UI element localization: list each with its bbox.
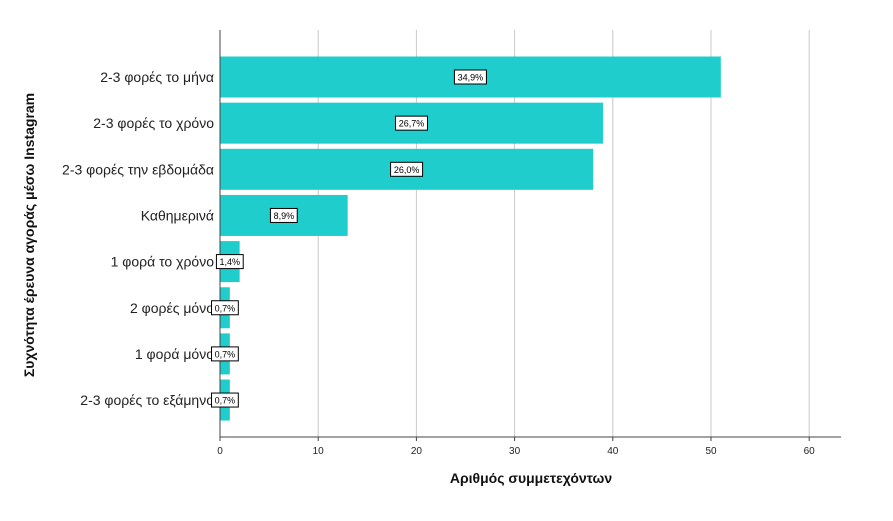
x-tick-label: 50 xyxy=(705,446,717,457)
category-label: 2 φορές μόνο xyxy=(130,300,214,316)
x-tick-label: 60 xyxy=(804,446,816,457)
category-label: 1 φορά το χρόνο xyxy=(111,254,215,270)
x-tick-label: 10 xyxy=(313,446,325,457)
data-label-box xyxy=(394,115,428,131)
x-tick-label: 40 xyxy=(607,446,619,457)
x-ticks: 0 10 20 30 40 50 60 xyxy=(217,437,815,457)
category-label: 2-3 φορές το εξάμηνο xyxy=(80,392,214,408)
data-label-box xyxy=(215,254,244,270)
bars xyxy=(220,56,721,421)
data-label-box xyxy=(390,161,424,177)
category-label: Καθημερινά xyxy=(141,207,214,223)
category-label: 2-3 φορές το χρόνο xyxy=(93,115,214,131)
data-label-box xyxy=(211,392,239,408)
x-tick-label: 30 xyxy=(509,446,521,457)
data-label: 26,0% xyxy=(394,165,420,175)
y-axis-title: Συχνότητα έρευνα αγοράς μέσω Instagram xyxy=(21,93,37,377)
data-label: 34,9% xyxy=(458,73,484,83)
data-label-box xyxy=(269,207,298,223)
data-label-box xyxy=(211,300,239,316)
gridlines xyxy=(317,30,810,437)
data-label: 0,7% xyxy=(215,349,236,359)
x-tick-label: 20 xyxy=(411,446,423,457)
data-labels: 34,9% 26,7% 26,0% 8,9% 1,4% 0,7% 0,7% 0,7% xyxy=(211,69,487,408)
data-label: 26,7% xyxy=(399,119,425,129)
category-label: 1 φορά μόνο xyxy=(135,346,214,362)
data-label-box xyxy=(211,346,239,362)
category-labels: 2-3 φορές το μήνα 2-3 φορές το χρόνο 2-3 φ… xyxy=(62,69,214,408)
category-label: 2-3 φορές το μήνα xyxy=(100,69,214,85)
data-label: 1,4% xyxy=(220,257,241,267)
x-tick-label: 0 xyxy=(217,446,223,457)
data-label: 0,7% xyxy=(215,396,236,406)
data-label-box xyxy=(453,69,487,85)
category-label: 2-3 φορές την εβδομάδα xyxy=(62,161,214,177)
data-label: 8,9% xyxy=(274,211,295,221)
x-axis-title: Αριθμός συμμετεχόντων xyxy=(450,470,612,486)
data-label: 0,7% xyxy=(215,303,236,313)
